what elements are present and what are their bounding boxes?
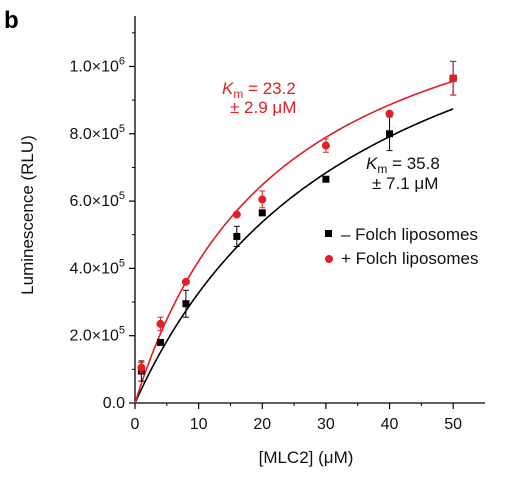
data-point-plus [385,109,394,118]
km-minus-error: ± 7.1 μM [372,174,438,193]
data-point-minus [233,232,241,240]
legend-entry-minus: – Folch liposomes [341,225,478,244]
data-point-plus [258,195,267,204]
y-tick-label: 1.0×106 [69,55,125,75]
x-axis-label: [MLC2] (μM) [259,448,354,467]
panel-label: b [4,7,19,34]
legend: – Folch liposomes + Folch liposomes [325,225,478,268]
y-tick-label: 6.0×105 [69,190,125,210]
x-tick-label: 30 [317,416,335,433]
km-minus-label: Km = 35.8 [366,154,440,176]
y-axis-label: Luminescence (RLU) [18,135,37,295]
y-tick-label: 2.0×105 [69,325,125,345]
y-tick-label: 8.0×105 [69,123,125,143]
data-point-plus [321,141,330,150]
fit-curve-minus [134,108,454,404]
km-plus-label: Km = 23.2 [222,79,296,101]
data-point-minus [322,175,330,183]
data-point-plus [156,319,165,328]
x-tick-label: 0 [131,416,140,433]
legend-marker-plus [325,255,333,263]
data-point-minus [156,338,164,346]
x-tick-label: 40 [381,416,399,433]
data-point-plus [181,277,190,286]
data-point-plus [232,210,241,219]
legend-marker-minus [325,230,332,237]
km-annotation-plus: Km = 23.2 ± 2.9 μM [222,79,296,117]
data-points [137,60,458,382]
km-plus-error: ± 2.9 μM [230,98,296,117]
data-point-plus [137,363,146,372]
y-axis-ticks: 0.0 2.0×105 4.0×105 6.0×105 8.0×105 1.0×106 [69,32,135,412]
y-tick-label: 4.0×105 [69,257,125,277]
x-axis-ticks: 0 10 20 30 40 50 [131,403,462,433]
x-tick-label: 50 [444,416,462,433]
x-tick-label: 10 [190,416,208,433]
data-point-minus [182,300,190,308]
data-point-plus [449,74,458,83]
legend-entry-plus: + Folch liposomes [341,249,478,268]
data-point-minus [258,209,266,217]
km-annotation-minus: Km = 35.8 ± 7.1 μM [366,154,440,193]
x-tick-label: 20 [253,416,271,433]
axes [134,16,485,404]
data-point-minus [386,130,394,138]
y-tick-label: 0.0 [103,395,125,412]
